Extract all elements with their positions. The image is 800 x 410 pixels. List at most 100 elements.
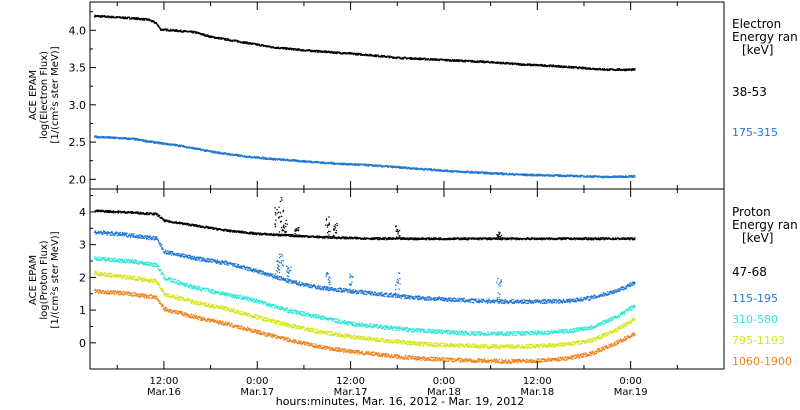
- proton-point: [634, 238, 636, 241]
- electron-point: [499, 62, 502, 64]
- electron-point: [614, 175, 617, 177]
- proton-point: [600, 237, 602, 239]
- electron-point: [188, 146, 190, 148]
- electron-point: [181, 31, 184, 33]
- electron-point: [391, 165, 393, 167]
- proton-point: [257, 232, 260, 234]
- proton-point: [160, 244, 163, 247]
- electron-point: [321, 162, 323, 164]
- electron-point: [342, 162, 344, 164]
- electron-point: [590, 176, 593, 178]
- electron-point: [149, 141, 152, 143]
- proton-point: [621, 238, 624, 240]
- proton-point: [96, 210, 98, 212]
- proton-point: [117, 233, 119, 235]
- proton-point: [383, 238, 386, 241]
- proton-point: [233, 230, 235, 232]
- proton-point: [161, 217, 164, 219]
- electron-point: [562, 174, 564, 176]
- electron-point: [364, 164, 366, 167]
- proton-point: [168, 251, 170, 254]
- proton-point: [354, 237, 356, 240]
- proton-point: [109, 210, 111, 212]
- electron-point: [582, 66, 584, 69]
- electron-point: [453, 60, 455, 62]
- electron-point: [631, 68, 634, 70]
- proton-point: [98, 230, 100, 232]
- electron-point: [552, 64, 555, 66]
- proton-point: [409, 238, 412, 240]
- proton-spike-point: [499, 236, 502, 238]
- proton-point: [633, 238, 635, 240]
- electron-point: [125, 16, 127, 19]
- proton-spike-point: [328, 222, 330, 224]
- electron-point: [171, 144, 173, 146]
- electron-point: [223, 39, 226, 41]
- proton-point: [480, 238, 483, 241]
- electron-point: [234, 154, 237, 156]
- electron-point: [237, 41, 239, 43]
- electron-point: [608, 69, 610, 71]
- proton-point: [270, 234, 272, 236]
- electron-point: [460, 171, 462, 174]
- proton-point: [388, 237, 390, 239]
- electron-point: [327, 161, 330, 164]
- proton-point: [596, 238, 598, 241]
- electron-point: [456, 60, 458, 62]
- electron-point: [630, 175, 632, 177]
- proton-point: [155, 212, 157, 214]
- proton-point: [364, 236, 366, 239]
- proton-point: [539, 238, 541, 240]
- electron-point: [119, 16, 121, 18]
- electron-point: [311, 50, 314, 53]
- electron-point: [158, 142, 160, 144]
- electron-point: [561, 175, 563, 178]
- electron-point: [220, 37, 222, 39]
- proton-point: [438, 237, 440, 239]
- proton-point: [385, 237, 387, 240]
- proton-point: [429, 238, 432, 241]
- proton-spike-point: [294, 229, 296, 231]
- proton-point: [338, 237, 340, 239]
- electron-point: [458, 59, 460, 61]
- proton-point: [495, 238, 497, 240]
- proton-point: [612, 237, 614, 239]
- electron-point: [446, 60, 448, 62]
- proton-point: [188, 223, 190, 225]
- electron-point: [621, 176, 624, 179]
- proton-point: [540, 239, 542, 241]
- proton-point: [408, 239, 410, 241]
- proton-point: [457, 237, 460, 239]
- electron-point: [544, 175, 546, 177]
- electron-point: [454, 60, 457, 62]
- electron-point: [384, 55, 386, 57]
- electron-point: [222, 152, 225, 155]
- electron-point: [256, 156, 258, 158]
- proton-point: [181, 221, 183, 224]
- electron-point: [539, 174, 541, 176]
- proton-point: [377, 237, 379, 239]
- electron-point: [297, 48, 299, 50]
- proton-point: [245, 231, 248, 234]
- proton-point: [390, 237, 392, 239]
- electron-point: [593, 68, 596, 70]
- proton-point: [123, 211, 125, 214]
- proton-point: [155, 238, 157, 240]
- electron-point: [476, 171, 478, 174]
- electron-point: [217, 152, 220, 155]
- electron-point: [147, 18, 149, 20]
- electron-point: [478, 171, 481, 174]
- proton-spike-point: [334, 228, 336, 230]
- electron-point: [142, 19, 145, 21]
- electron-point: [434, 59, 437, 61]
- electron-point: [433, 169, 435, 171]
- proton-point: [147, 235, 149, 237]
- electron-point: [161, 142, 163, 144]
- proton-point: [602, 237, 605, 239]
- proton-point: [449, 237, 451, 239]
- electron-point: [446, 171, 448, 173]
- proton-point: [295, 234, 297, 236]
- proton-point: [116, 211, 118, 213]
- proton-point: [173, 252, 175, 255]
- proton-point: [239, 231, 241, 233]
